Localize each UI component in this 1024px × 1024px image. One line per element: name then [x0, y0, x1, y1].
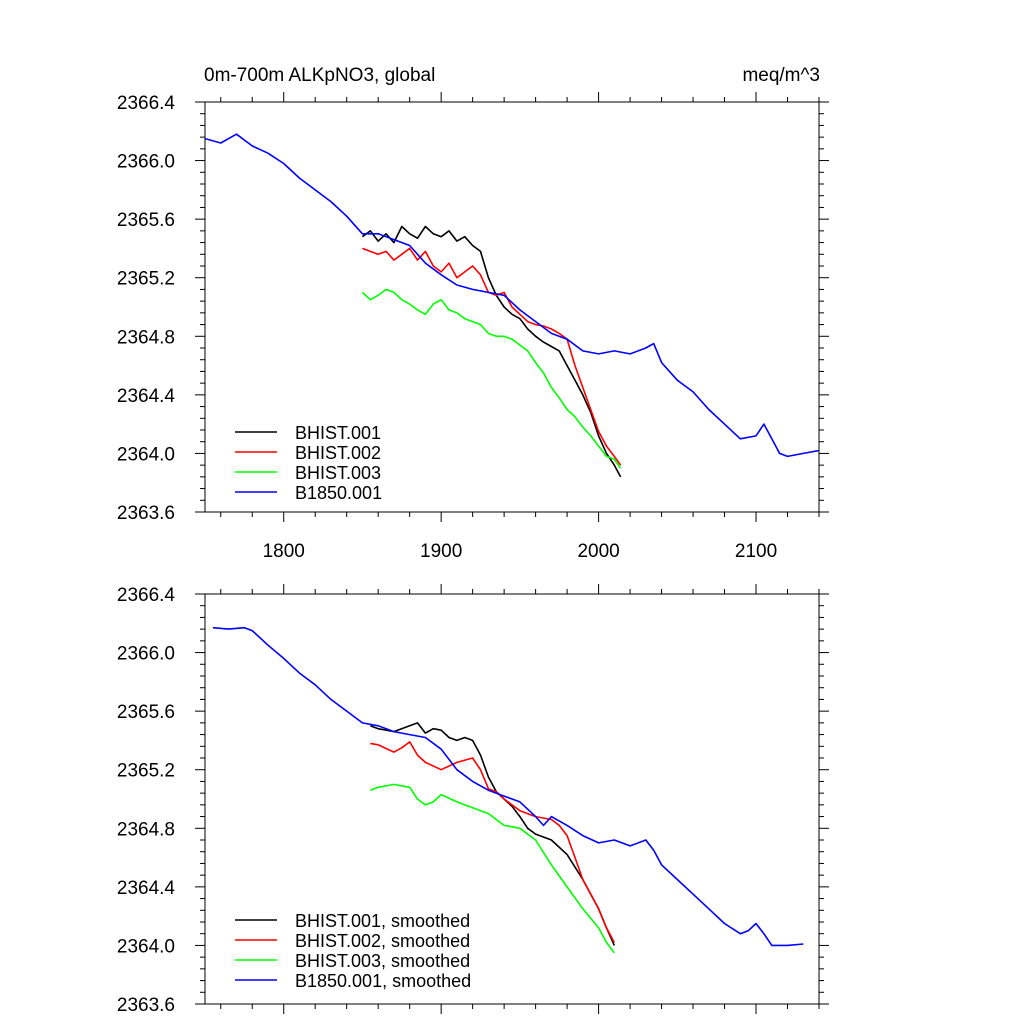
chart-title: 0m-700m ALKpNO3, global: [204, 65, 435, 86]
legend-label: B1850.001, smoothed: [295, 971, 471, 991]
series-line-bottom-0: [370, 722, 616, 946]
bottom-panel: 2363.6 2364.0 2364.4 2364.8 2365.2 2365.6 2366…: [117, 584, 829, 1016]
y-tick-label: 2366.0: [117, 152, 175, 173]
series-line-top-0: [361, 225, 622, 478]
series-line-top-3: [205, 133, 819, 458]
y-tick-label: 2364.0: [117, 444, 175, 465]
plot-frame: [204, 593, 820, 1005]
y-tick-label: 2364.0: [117, 936, 175, 957]
y-tick-label: 2365.6: [117, 210, 175, 231]
y-tick-label: 2365.2: [117, 761, 175, 782]
y-tick-label: 2363.6: [117, 995, 175, 1016]
legend-label: BHIST.002, smoothed: [295, 931, 470, 951]
series-line-top-2: [361, 288, 622, 469]
y-tick-label: 2365.6: [117, 702, 175, 723]
x-tick-label: 1900: [420, 541, 462, 562]
series-line-bottom-1: [370, 741, 616, 943]
units-label: meq/m^3: [742, 65, 820, 86]
y-tick-label: 2366.4: [117, 585, 176, 606]
plot-frame: [204, 101, 820, 513]
x-tick-label: 2100: [735, 541, 777, 562]
series-line-bottom-2: [370, 783, 615, 954]
top-series-group: [205, 133, 819, 478]
legend-label: BHIST.001, smoothed: [295, 911, 470, 931]
legend-label: B1850.001: [295, 483, 382, 503]
y-tick-label: 2365.2: [117, 269, 175, 290]
top-axes: 2363.6 2364.0 2364.4 2364.8 2365.2 2365.6 2366…: [117, 92, 829, 562]
legend-label: BHIST.001: [295, 423, 381, 443]
x-tick-label: 1800: [263, 541, 305, 562]
y-tick-label: 2363.6: [117, 503, 175, 524]
y-tick-label: 2364.4: [117, 878, 176, 899]
y-tick-label: 2366.0: [117, 644, 175, 665]
y-tick-label: 2364.8: [117, 819, 175, 840]
y-tick-label: 2364.8: [117, 327, 175, 348]
legend-label: BHIST.003, smoothed: [295, 951, 470, 971]
series-line-top-1: [362, 247, 622, 466]
y-tick-label: 2364.4: [117, 386, 176, 407]
x-tick-label: 2000: [577, 541, 619, 562]
bottom-series-group: [212, 626, 804, 954]
legend-label: BHIST.003: [295, 463, 381, 483]
y-tick-label: 2366.4: [117, 93, 176, 114]
legend-label: BHIST.002: [295, 443, 381, 463]
series-line-bottom-3: [212, 626, 804, 947]
bottom-axes: 2363.6 2364.0 2364.4 2364.8 2365.2 2365.6 2366…: [117, 584, 829, 1016]
top-panel: 0m-700m ALKpNO3, global meq/m^3 2363.623…: [117, 65, 829, 562]
